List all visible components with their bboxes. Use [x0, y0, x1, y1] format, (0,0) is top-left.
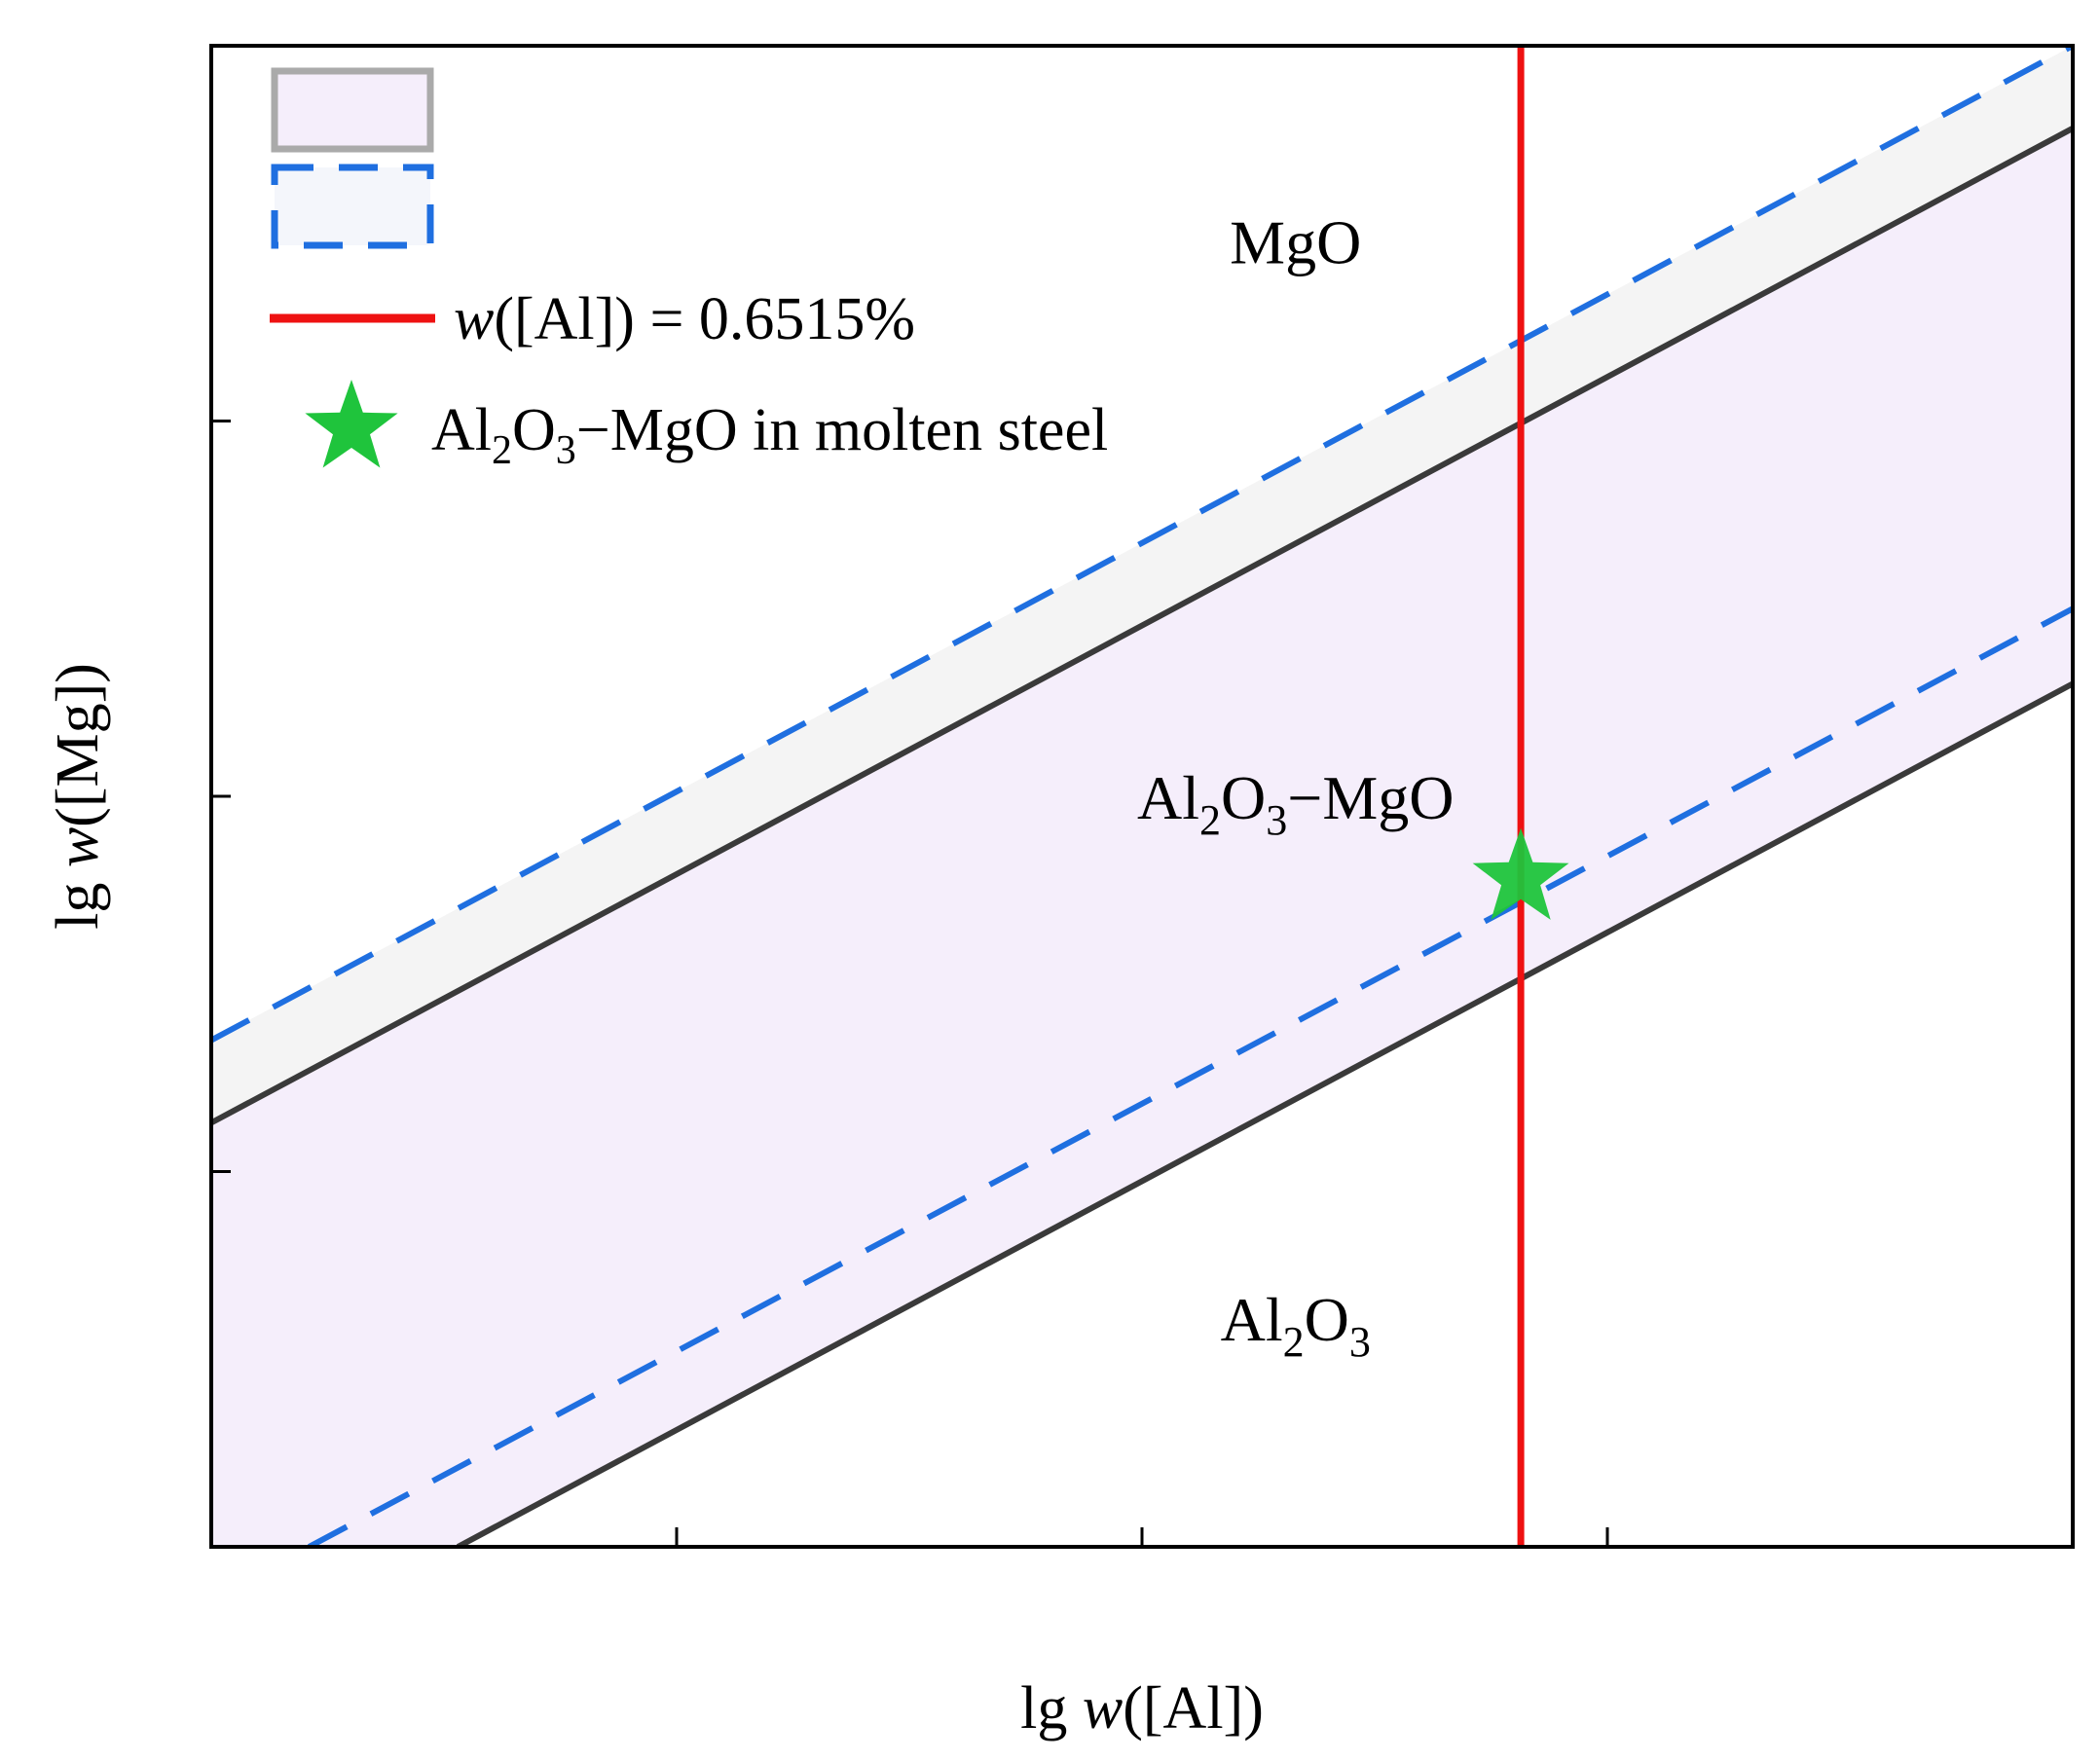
series-1828k-lower: [307, 605, 2073, 1547]
legend-label-star: Al2O3−MgO in molten steel: [431, 397, 1108, 473]
legend-swatch-1873k: [271, 67, 434, 153]
y-axis-title: lg w([Mg]): [45, 663, 111, 930]
region-al2o3: Al2O3: [1221, 1285, 1371, 1366]
series-1828k-upper: [211, 46, 2073, 1044]
x-axis-title: lg w([Al]): [1020, 1675, 1264, 1742]
region-fill-1873k: [211, 128, 2073, 1547]
region-al2o3-mgo: Al2O3−MgO: [1137, 763, 1454, 844]
series-1873k-upper: [211, 126, 2073, 1126]
legend-swatch-star: [305, 380, 398, 468]
legend-label-al-line: w([Al]) = 0.6515%: [454, 286, 915, 352]
marker-star: [1472, 827, 1569, 920]
series-1873k-lower: [456, 680, 2073, 1547]
legend-swatch-1828k: [271, 164, 434, 249]
region-mgo: MgO: [1230, 208, 1361, 277]
region-fill-1828k-strip: [211, 46, 2073, 1123]
